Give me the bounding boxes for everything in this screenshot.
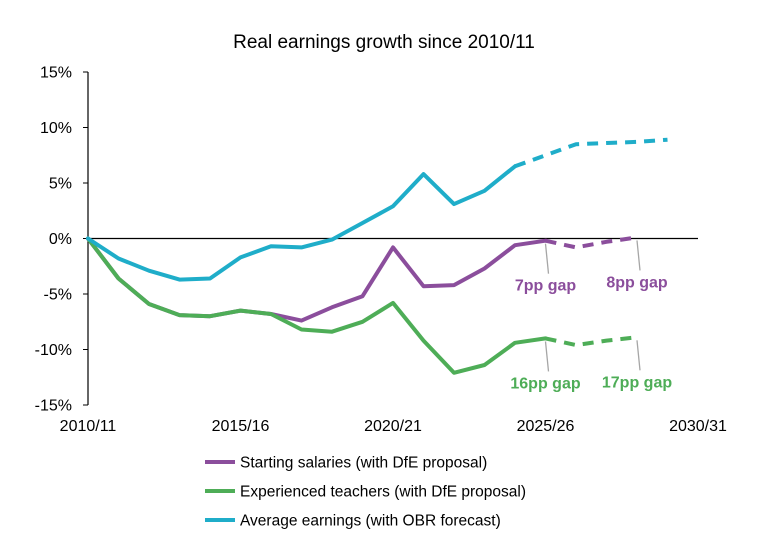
x-tick-label: 2020/21 — [364, 418, 422, 435]
x-tick-label: 2010/11 — [60, 418, 117, 435]
series-solid-segment — [86, 164, 517, 282]
annotation-label: 7pp gap — [515, 278, 577, 295]
y-tick-label: 10% — [40, 120, 72, 137]
legend-item: Experienced teachers (with DfE proposal) — [205, 484, 526, 501]
legend-label: Average earnings (with OBR forecast) — [240, 513, 501, 530]
annotation-label: 16pp gap — [510, 375, 580, 392]
y-tick-label: 5% — [49, 176, 72, 193]
annotation-layer: 7pp gap 8pp gap 16pp gap 17pp gap — [510, 240, 672, 392]
legend-label: Starting salaries (with DfE proposal) — [240, 455, 487, 472]
chart-title: Real earnings growth since 2010/11 — [233, 32, 535, 53]
series-solid-segment — [86, 236, 548, 375]
annotation-leader-line — [544, 243, 550, 274]
annotation-leader-line — [636, 240, 641, 271]
gap-annotation: 8pp gap — [606, 240, 668, 291]
y-tick-label: -15% — [35, 398, 72, 415]
annotation-label: 8pp gap — [606, 274, 668, 291]
series-line-2 — [86, 137, 668, 282]
annotation-leader-line — [544, 341, 550, 372]
x-tick-label: 2030/31 — [669, 418, 727, 435]
y-tick-label: -10% — [35, 342, 72, 359]
axes: 15% 10% 5% 0% -5% -10% -15% 2010/11 2015/16 2020/… — [35, 65, 727, 436]
series-layer — [86, 137, 668, 375]
x-tick-label: 2025/26 — [517, 418, 575, 435]
x-tick-label: 2015/16 — [212, 418, 270, 435]
gap-annotation: 17pp gap — [602, 340, 672, 391]
legend-item: Average earnings (with OBR forecast) — [205, 513, 501, 530]
legend-item: Starting salaries (with DfE proposal) — [205, 455, 487, 472]
annotation-leader-line — [636, 340, 641, 371]
series-forecast-segment — [545, 235, 638, 250]
annotation-label: 17pp gap — [602, 374, 672, 391]
y-tick-label: 15% — [40, 65, 72, 82]
series-line-1 — [86, 236, 638, 375]
series-forecast-segment — [514, 137, 668, 169]
gap-annotation: 16pp gap — [510, 341, 581, 392]
legend-label: Experienced teachers (with DfE proposal) — [240, 484, 526, 501]
y-tick-label: 0% — [49, 231, 72, 248]
series-forecast-segment — [545, 335, 638, 348]
legend: Starting salaries (with DfE proposal) Exp… — [205, 455, 526, 530]
gap-annotation: 7pp gap — [515, 243, 577, 295]
y-tick-label: -5% — [44, 287, 72, 304]
